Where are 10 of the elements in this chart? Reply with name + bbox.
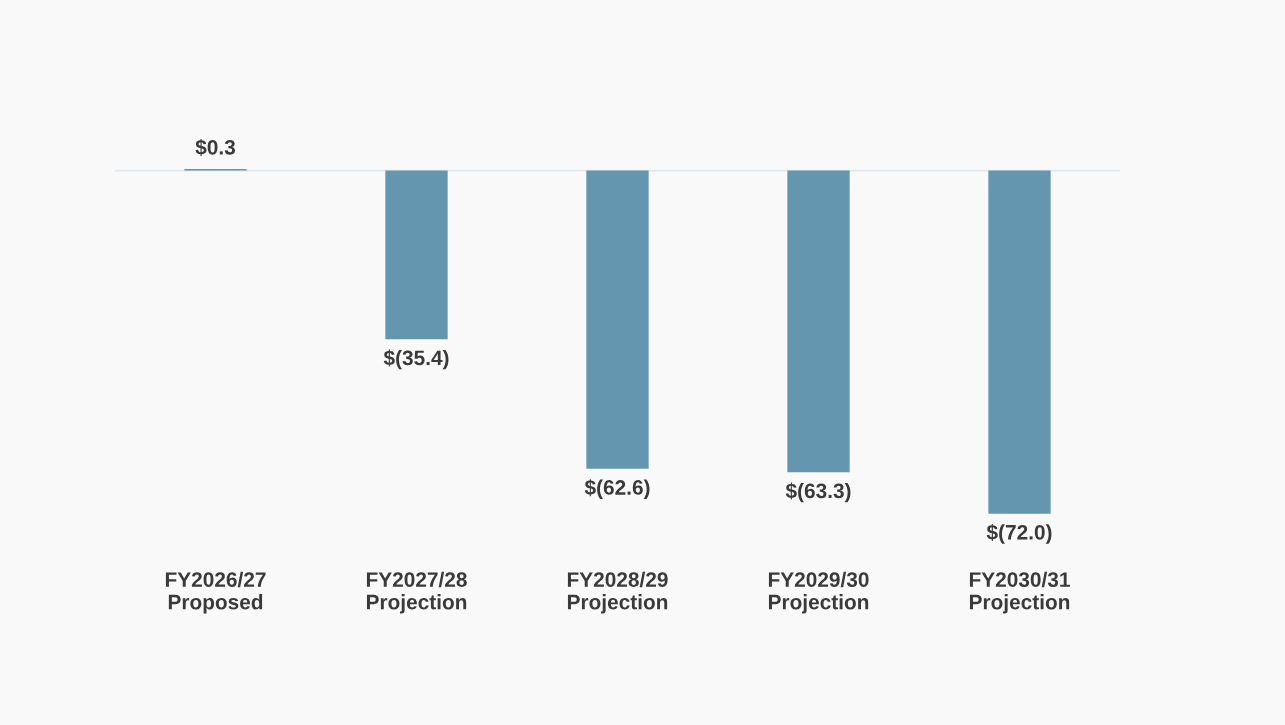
x-tick-label: FY2030/31 Projection [969,571,1070,614]
x-tick-label: FY2029/30 Projection [768,571,869,614]
data-label: $(63.3) [785,482,851,503]
data-label: $(35.4) [383,349,449,370]
data-label: $(62.6) [584,479,650,499]
data-label: $0.3 [195,139,236,156]
x-tick-label: FY2028/29 Projection [567,571,668,614]
x-tick-label: FY2027/28 Projection [366,571,467,614]
data-label: $(72.0) [986,523,1052,544]
x-tick-label: FY2026/27 Proposed [165,571,266,614]
